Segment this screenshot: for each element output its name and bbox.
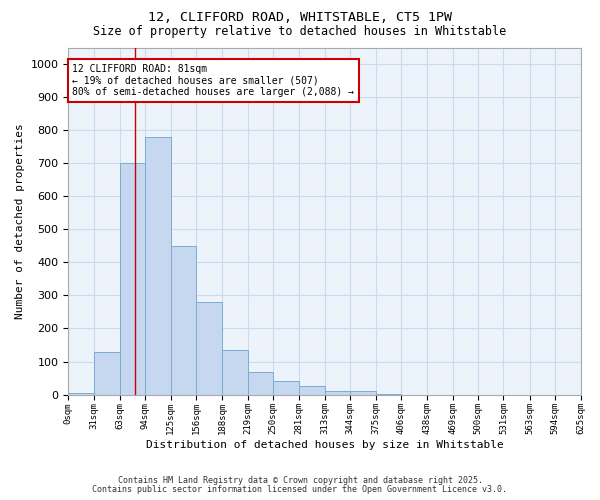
Bar [273, 382, 299, 394]
Bar [350, 392, 376, 394]
Bar [145, 136, 171, 394]
Y-axis label: Number of detached properties: Number of detached properties [15, 123, 25, 319]
Bar [223, 350, 248, 395]
X-axis label: Distribution of detached houses by size in Whitstable: Distribution of detached houses by size … [146, 440, 503, 450]
Bar [196, 302, 223, 394]
Text: Size of property relative to detached houses in Whitstable: Size of property relative to detached ho… [94, 25, 506, 38]
Text: 12, CLIFFORD ROAD, WHITSTABLE, CT5 1PW: 12, CLIFFORD ROAD, WHITSTABLE, CT5 1PW [148, 11, 452, 24]
Bar [299, 386, 325, 394]
Bar [94, 352, 120, 395]
Text: Contains HM Land Registry data © Crown copyright and database right 2025.: Contains HM Land Registry data © Crown c… [118, 476, 482, 485]
Bar [120, 163, 145, 394]
Bar [68, 393, 94, 394]
Bar [171, 246, 196, 394]
Text: Contains public sector information licensed under the Open Government Licence v3: Contains public sector information licen… [92, 485, 508, 494]
Text: 12 CLIFFORD ROAD: 81sqm
← 19% of detached houses are smaller (507)
80% of semi-d: 12 CLIFFORD ROAD: 81sqm ← 19% of detache… [73, 64, 355, 97]
Bar [325, 390, 350, 394]
Bar [248, 372, 273, 394]
